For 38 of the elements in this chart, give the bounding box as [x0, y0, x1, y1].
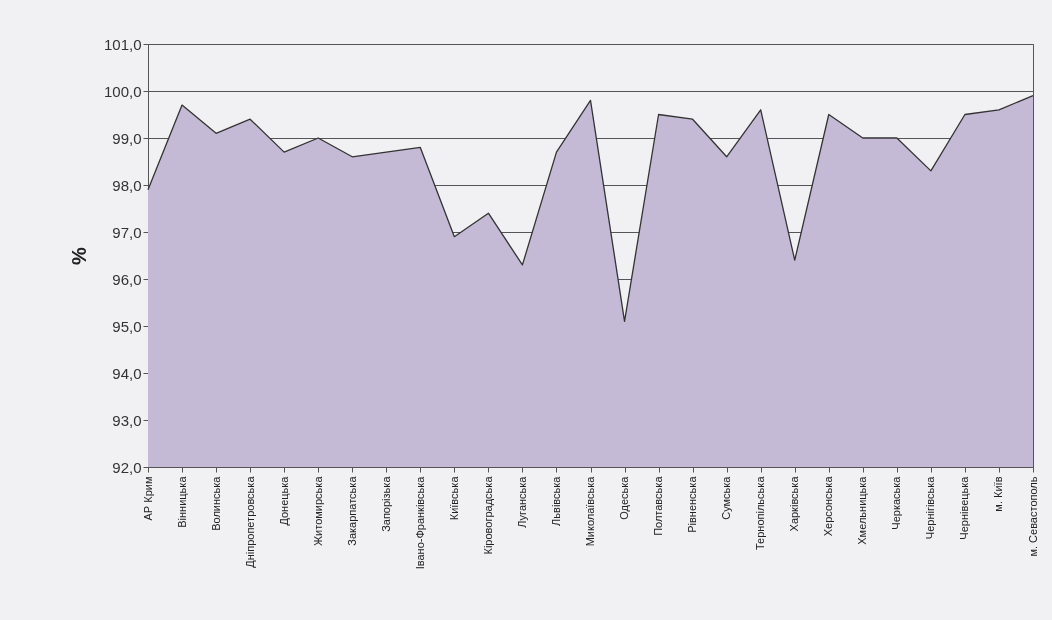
x-tick-label: Чернігівська: [924, 475, 937, 540]
y-axis-title: %: [67, 246, 90, 265]
y-tick-label: 100,0: [103, 82, 142, 100]
x-tick-label: Харківська: [788, 475, 801, 532]
x-tick-label: Кіровоградська: [481, 475, 494, 555]
x-tick-label: Вінницька: [175, 475, 188, 528]
y-tick-label: 92,0: [112, 458, 142, 476]
x-tick-label: Луганська: [515, 475, 528, 528]
y-tick-label: 97,0: [112, 223, 142, 241]
x-tick-label: Донецька: [277, 475, 290, 526]
x-tick-label: Житомирська: [311, 475, 324, 547]
x-tick-label: Закарпатська: [345, 475, 358, 546]
x-tick-label: Одеська: [618, 475, 631, 520]
x-tick-label: Чернівецька: [958, 475, 971, 540]
x-tick-label: Дніпропетровська: [243, 475, 256, 568]
x-tick-label: Івано-Франківська: [413, 475, 426, 570]
x-tick-label: Черкаська: [890, 475, 903, 530]
x-tick-label: Запорізька: [379, 475, 392, 532]
y-tick-label: 99,0: [112, 129, 142, 147]
x-tick-label: Тернопільська: [754, 475, 767, 550]
x-tick-label: Волинська: [209, 475, 222, 531]
x-tick-label: Рівненська: [686, 475, 699, 533]
x-tick-label: Львівська: [549, 475, 562, 526]
y-tick-label: 96,0: [112, 270, 142, 288]
y-tick-label: 93,0: [112, 411, 142, 429]
x-tick-label: м. Київ: [992, 476, 1005, 512]
y-tick-label: 94,0: [112, 364, 142, 382]
x-tick-label: Херсонська: [822, 475, 835, 537]
x-tick-label: АР Крим: [141, 476, 154, 521]
y-tick-label: 101,0: [103, 35, 142, 53]
x-tick-label: Полтавська: [652, 475, 665, 536]
x-tick-label: Миколаївська: [584, 475, 596, 547]
x-tick-label: Київська: [447, 475, 460, 521]
x-tick-label: Хмельницька: [856, 475, 869, 545]
y-tick-label: 95,0: [112, 317, 142, 335]
x-tick-label: Сумська: [720, 475, 733, 520]
x-tick-label: м. Севастополь: [1026, 476, 1039, 557]
y-tick-label: 98,0: [112, 176, 142, 194]
